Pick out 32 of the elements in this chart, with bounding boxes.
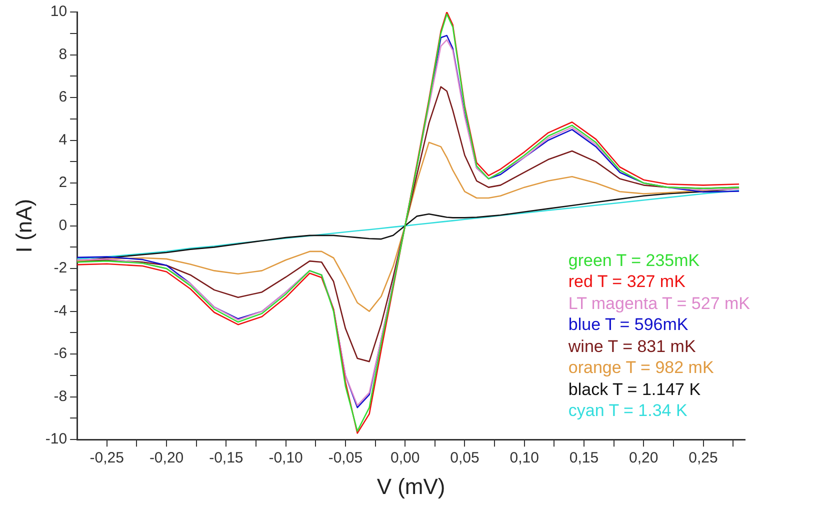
y-tick-label: -10 <box>45 430 68 448</box>
y-tick-label: -2 <box>54 260 68 277</box>
text: cyan T = 1.34 K <box>568 400 688 422</box>
x-tick-label: 0,00 <box>390 450 420 467</box>
text: orange T = 982 mK <box>568 357 715 379</box>
text: LT magenta T = 527 mK <box>568 292 750 314</box>
x-tick-label: -0,20 <box>149 450 184 467</box>
y-tick-label: 6 <box>58 88 68 106</box>
x-tick-label: -0,05 <box>328 450 363 467</box>
text: blue T = 596mK <box>568 314 690 336</box>
y-tick-label: 10 <box>50 3 68 20</box>
x-tick-label: 0,10 <box>510 450 539 467</box>
text: green T = 235mK <box>568 250 701 272</box>
y-tick-label: 4 <box>58 131 68 148</box>
x-tick-label: 0,25 <box>688 450 718 467</box>
x-tick-label: -0,10 <box>268 450 303 467</box>
x-tick-label: 0,05 <box>450 450 480 467</box>
y-tick-label: 0 <box>58 216 68 234</box>
x-tick-label: 0,20 <box>629 450 658 467</box>
x-tick-label: -0,25 <box>90 450 124 467</box>
y-tick-label: 8 <box>58 46 68 63</box>
y-tick-label: -4 <box>54 302 68 320</box>
y-axis-title: I (nA) <box>11 198 36 253</box>
text: wine T = 831 mK <box>568 336 697 358</box>
text: red T = 327 mK <box>568 271 686 293</box>
x-tick-label: 0,15 <box>569 450 599 467</box>
text: black T = 1.147 K <box>568 378 702 400</box>
y-tick-label: -6 <box>54 345 68 362</box>
x-tick-label: -0,15 <box>209 450 244 467</box>
y-tick-label: -8 <box>54 388 68 405</box>
y-tick-label: 2 <box>58 174 68 192</box>
x-axis-title: V (mV) <box>376 474 446 499</box>
